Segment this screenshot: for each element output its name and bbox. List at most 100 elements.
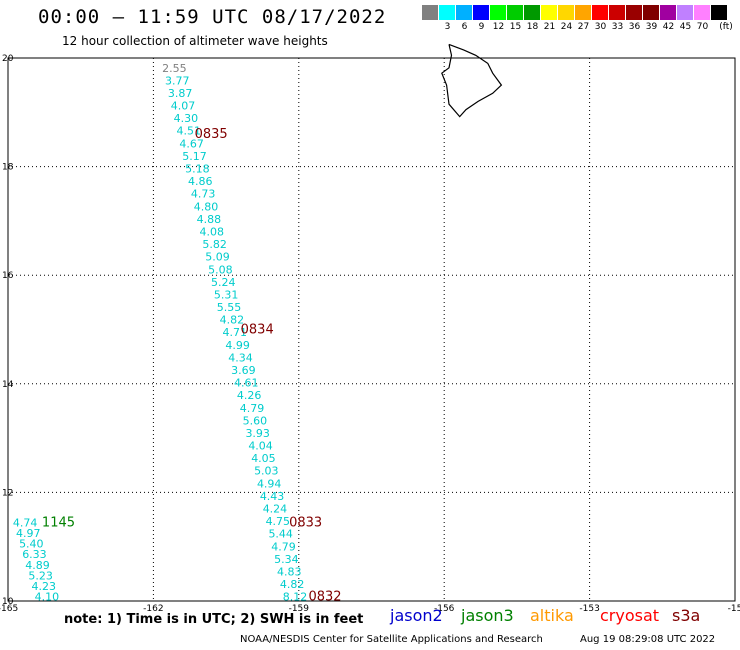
x-tick-label: -165	[0, 604, 18, 614]
wave-height-value: 4.99	[225, 339, 250, 352]
legend-swatch	[609, 5, 626, 20]
wave-height-value: 5.40	[19, 538, 44, 551]
legend-label: 24	[560, 22, 573, 32]
legend-label: 39	[645, 22, 658, 32]
wave-height-value: 5.24	[211, 276, 236, 289]
wave-height-value: 4.43	[260, 490, 285, 503]
y-tick-label: 18	[2, 163, 14, 173]
legend-label: 42	[662, 22, 675, 32]
legend-swatch	[694, 5, 711, 20]
legend-label: 9	[478, 22, 485, 32]
legend-swatch	[490, 5, 507, 20]
wave-height-value: 4.73	[191, 188, 216, 201]
wave-height-value: 8.12	[283, 591, 308, 604]
wave-height-value: 4.51	[176, 125, 201, 138]
wave-height-value: 4.83	[277, 565, 302, 578]
wave-height-value: 3.87	[168, 87, 193, 100]
wave-height-value: 4.86	[188, 175, 213, 188]
island-outline	[441, 43, 503, 118]
wave-height-value: 5.09	[205, 251, 230, 264]
wave-height-value: 5.82	[202, 238, 227, 251]
legend-swatch	[524, 5, 541, 20]
wave-height-value: 4.04	[248, 440, 273, 453]
wave-height-value: 4.61	[234, 377, 259, 390]
legend-swatch	[643, 5, 660, 20]
y-tick-label: 10	[2, 597, 14, 607]
wave-height-value: 4.08	[199, 225, 224, 238]
wave-height-value: 3.93	[245, 427, 269, 440]
map-frame	[7, 57, 736, 602]
legend-swatch	[711, 5, 728, 20]
satellite-name: jason3	[461, 606, 514, 625]
legend-label: 30	[594, 22, 607, 32]
pass-time-label: 0832	[308, 590, 341, 605]
legend-label: 36	[628, 22, 641, 32]
wave-height-value: 4.94	[257, 477, 282, 490]
legend-label: 45	[679, 22, 692, 32]
pass-time-label: 1145	[42, 515, 75, 530]
legend-label: 18	[526, 22, 539, 32]
legend-swatch	[541, 5, 558, 20]
footnote: note: 1) Time is in UTC; 2) SWH is in fe…	[64, 612, 364, 627]
pass-time-label: 0833	[289, 515, 322, 530]
credit-line: NOAA/NESDIS Center for Satellite Applica…	[240, 634, 543, 645]
y-tick-label: 20	[2, 54, 14, 64]
legend-swatch	[507, 5, 524, 20]
wave-height-value: 4.23	[32, 580, 57, 593]
wave-height-value: 4.75	[266, 515, 291, 528]
y-tick-label: 12	[2, 488, 13, 498]
satellite-name: s3a	[672, 606, 701, 625]
legend-label: 12	[492, 22, 505, 32]
wave-height-value: 4.34	[228, 351, 253, 364]
legend-swatch	[558, 5, 575, 20]
wave-height-value: 4.89	[25, 559, 50, 572]
wave-height-value: 4.80	[194, 200, 219, 213]
page-subtitle: 12 hour collection of altimeter wave hei…	[62, 34, 328, 48]
wave-height-value: 4.67	[179, 137, 204, 150]
wave-height-value: 5.55	[217, 301, 242, 314]
wave-height-value: 5.18	[185, 163, 210, 176]
wave-height-value: 6.33	[22, 548, 47, 561]
x-tick-label: -159	[289, 604, 310, 614]
wave-height-value: 5.08	[208, 263, 233, 276]
wave-height-value: 4.82	[220, 314, 245, 327]
wave-height-value: 5.17	[182, 150, 207, 163]
wave-height-value: 5.03	[254, 465, 279, 478]
wave-height-value: 5.23	[28, 569, 53, 582]
page-title: 00:00 – 11:59 UTC 08/17/2022	[38, 6, 387, 28]
wave-height-value: 3.77	[165, 74, 190, 87]
legend-swatch	[456, 5, 473, 20]
legend-swatch	[660, 5, 677, 20]
legend-label: 27	[577, 22, 590, 32]
legend-swatch	[439, 5, 456, 20]
wave-height-value: 4.05	[251, 452, 275, 465]
legend-label: 33	[611, 22, 624, 32]
satellite-name: jason2	[390, 606, 443, 625]
wave-height-value: 5.44	[268, 528, 293, 541]
wave-height-value: 4.24	[263, 503, 288, 516]
legend-swatch	[473, 5, 490, 20]
pass-time-label: 0835	[195, 127, 228, 142]
y-tick-label: 14	[2, 380, 14, 390]
legend-label: 3	[444, 22, 451, 32]
wave-height-value: 4.10	[35, 591, 60, 604]
wave-height-value: 5.31	[214, 288, 239, 301]
wave-height-value: 4.97	[16, 527, 40, 540]
legend-swatch	[626, 5, 643, 20]
legend-unit: (ft)	[719, 22, 733, 32]
legend-label: 21	[543, 22, 556, 32]
wave-height-value: 5.34	[274, 553, 299, 566]
x-tick-label: -153	[579, 604, 599, 614]
legend-label: 15	[509, 22, 522, 32]
wave-height-value: 4.79	[271, 540, 296, 553]
legend-swatch	[575, 5, 592, 20]
wave-height-value: 4.82	[280, 578, 305, 591]
legend-swatch	[677, 5, 694, 20]
x-tick-label: -156	[434, 604, 455, 614]
wave-height-value: 5.60	[243, 414, 268, 427]
generated-timestamp: Aug 19 08:29:08 UTC 2022	[580, 634, 716, 645]
wave-height-value: 4.30	[174, 112, 199, 125]
satellite-name: altika	[530, 606, 574, 625]
legend-label: 70	[696, 22, 709, 32]
wave-height-value: 4.79	[240, 402, 265, 415]
